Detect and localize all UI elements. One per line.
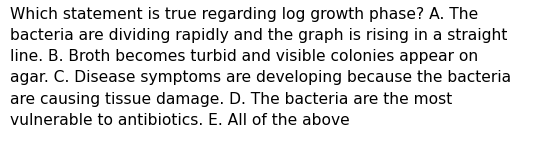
- Text: Which statement is true regarding log growth phase? A. The
bacteria are dividing: Which statement is true regarding log gr…: [10, 7, 511, 128]
